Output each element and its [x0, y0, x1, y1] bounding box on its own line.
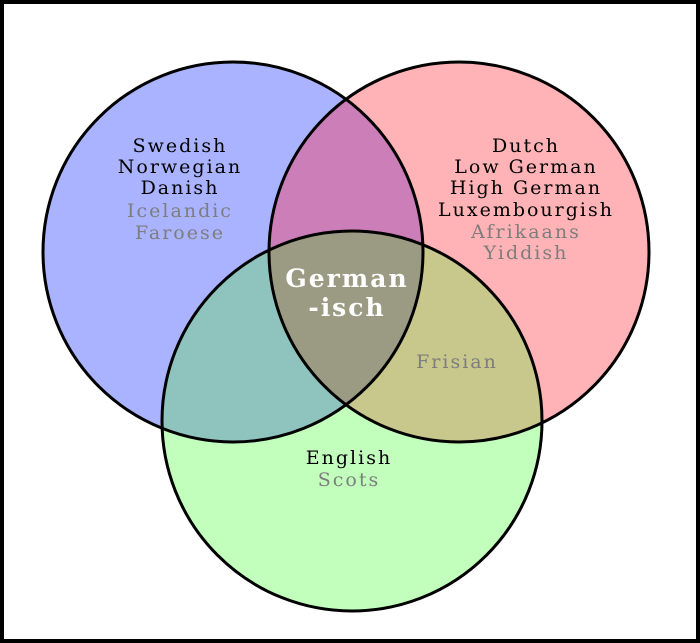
language-label: Low German — [454, 156, 597, 178]
venn-diagram: Swedish Norwegian Danish Icelandic Faroe… — [41, 60, 651, 613]
language-label: Scots — [318, 469, 380, 491]
center-label: German -isch — [285, 264, 408, 322]
language-label: Faroese — [135, 222, 225, 244]
language-label: Swedish — [133, 135, 228, 157]
west-continental-outline — [267, 60, 651, 444]
north-germanic-labels: Swedish Norwegian Danish Icelandic Faroe… — [118, 135, 242, 244]
language-label: High German — [450, 177, 602, 199]
language-label: Norwegian — [118, 156, 242, 178]
frisian-label: Frisian — [416, 351, 498, 373]
circle-outlines — [41, 60, 651, 613]
language-label: Icelandic — [127, 200, 233, 222]
language-label: Danish — [141, 177, 220, 199]
anglic-outline — [160, 229, 544, 613]
center-label-line: German — [285, 264, 408, 293]
language-label: Yiddish — [483, 242, 569, 264]
center-label-line: -isch — [308, 293, 385, 322]
west-continental-labels: Dutch Low German High German Luxembourgi… — [438, 135, 614, 264]
language-label: Afrikaans — [470, 221, 581, 243]
language-label: Luxembourgish — [438, 199, 614, 221]
language-label: Dutch — [492, 135, 560, 157]
anglic-labels: English Scots — [306, 447, 392, 491]
language-label: English — [306, 447, 392, 469]
north-germanic-outline — [41, 60, 425, 444]
